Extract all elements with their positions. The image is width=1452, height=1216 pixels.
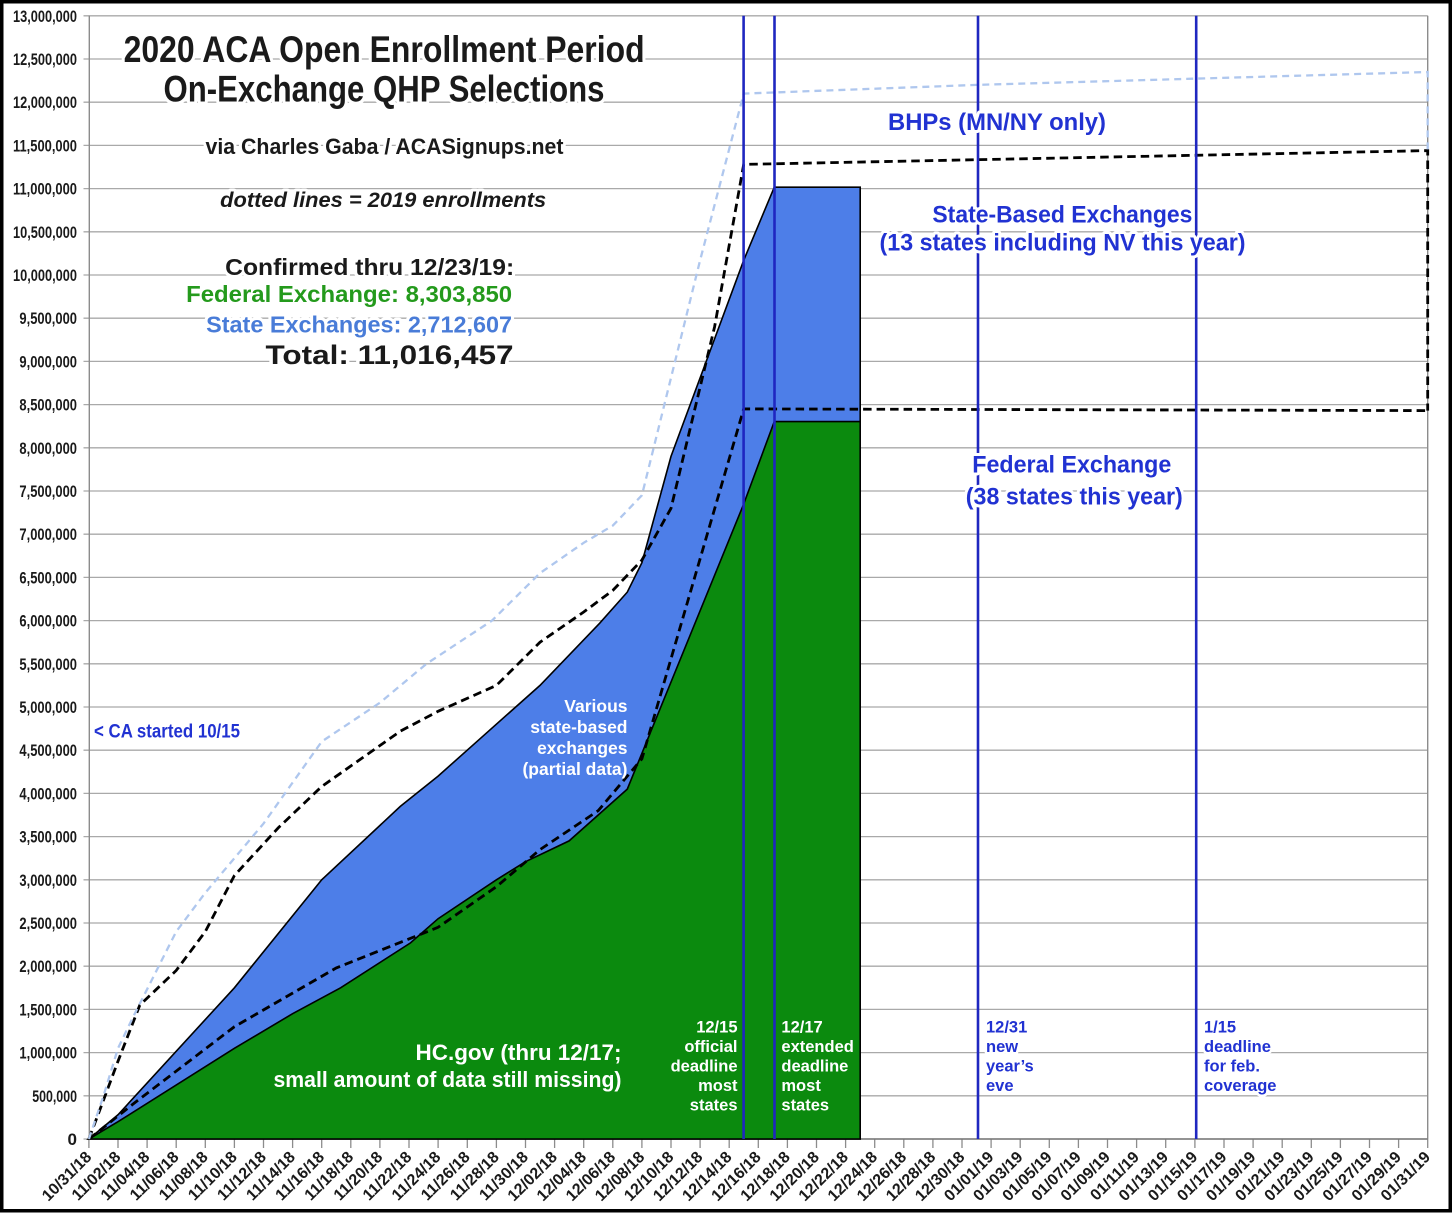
svg-text:1,000,000: 1,000,000 bbox=[19, 1044, 77, 1063]
svg-text:most: most bbox=[698, 1077, 738, 1095]
svg-text:(partial data): (partial data) bbox=[522, 759, 627, 779]
svg-text:10,500,000: 10,500,000 bbox=[13, 223, 77, 242]
svg-text:13,000,000: 13,000,000 bbox=[13, 7, 77, 26]
svg-text:HC.gov (thru 12/17;: HC.gov (thru 12/17; bbox=[416, 1040, 622, 1065]
svg-text:Federal Exchange: 8,303,850: Federal Exchange: 8,303,850 bbox=[186, 281, 512, 307]
svg-text:4,000,000: 4,000,000 bbox=[19, 784, 77, 803]
svg-text:3,500,000: 3,500,000 bbox=[19, 828, 77, 847]
svg-text:Federal Exchange: Federal Exchange bbox=[972, 452, 1171, 479]
svg-text:7,500,000: 7,500,000 bbox=[19, 482, 77, 501]
svg-text:extended: extended bbox=[781, 1038, 853, 1056]
svg-text:5,000,000: 5,000,000 bbox=[19, 698, 77, 717]
svg-text:most: most bbox=[781, 1077, 821, 1095]
svg-text:(38 states this year): (38 states this year) bbox=[966, 484, 1183, 511]
svg-text:Confirmed thru 12/23/19:: Confirmed thru 12/23/19: bbox=[225, 254, 514, 280]
svg-text:12,500,000: 12,500,000 bbox=[13, 50, 77, 69]
svg-text:12/31: 12/31 bbox=[986, 1019, 1027, 1037]
svg-text:2020 ACA Open Enrollment Perio: 2020 ACA Open Enrollment Period bbox=[124, 29, 645, 70]
svg-text:2,500,000: 2,500,000 bbox=[19, 914, 77, 933]
svg-text:11,500,000: 11,500,000 bbox=[13, 136, 77, 155]
svg-text:500,000: 500,000 bbox=[32, 1087, 77, 1106]
svg-text:State Exchanges: 2,712,607: State Exchanges: 2,712,607 bbox=[206, 312, 512, 338]
svg-text:Total: 11,016,457: Total: 11,016,457 bbox=[266, 340, 514, 370]
svg-text:12,000,000: 12,000,000 bbox=[13, 93, 77, 112]
svg-text:3,000,000: 3,000,000 bbox=[19, 871, 77, 890]
svg-text:8,000,000: 8,000,000 bbox=[19, 439, 77, 458]
svg-text:State-Based Exchanges: State-Based Exchanges bbox=[932, 202, 1192, 229]
svg-text:state-based: state-based bbox=[530, 717, 627, 737]
svg-text:small amount of data still mis: small amount of data still missing) bbox=[274, 1067, 622, 1092]
svg-text:2,000,000: 2,000,000 bbox=[19, 957, 77, 976]
svg-text:1,500,000: 1,500,000 bbox=[19, 1000, 77, 1019]
svg-text:deadline: deadline bbox=[1204, 1038, 1271, 1056]
svg-text:states: states bbox=[690, 1097, 738, 1115]
svg-text:dotted lines = 2019 enrollment: dotted lines = 2019 enrollments bbox=[220, 189, 546, 212]
svg-text:deadline: deadline bbox=[781, 1058, 848, 1076]
svg-text:6,500,000: 6,500,000 bbox=[19, 568, 77, 587]
svg-text:7,000,000: 7,000,000 bbox=[19, 525, 77, 544]
svg-text:10,000,000: 10,000,000 bbox=[13, 266, 77, 285]
svg-text:On-Exchange QHP Selections: On-Exchange QHP Selections bbox=[164, 69, 605, 110]
svg-text:(13 states including NV this y: (13 states including NV this year) bbox=[880, 230, 1246, 257]
svg-text:coverage: coverage bbox=[1204, 1077, 1276, 1095]
svg-text:Various: Various bbox=[564, 696, 627, 716]
svg-text:9,500,000: 9,500,000 bbox=[19, 309, 77, 328]
svg-text:0: 0 bbox=[68, 1130, 77, 1149]
svg-text:12/15: 12/15 bbox=[696, 1019, 737, 1037]
svg-text:5,500,000: 5,500,000 bbox=[19, 655, 77, 674]
svg-text:eve: eve bbox=[986, 1077, 1014, 1095]
svg-text:year’s: year’s bbox=[986, 1058, 1034, 1076]
svg-text:1/15: 1/15 bbox=[1204, 1019, 1236, 1037]
svg-text:8,500,000: 8,500,000 bbox=[19, 396, 77, 415]
svg-text:BHPs (MN/NY only): BHPs (MN/NY only) bbox=[888, 109, 1106, 136]
svg-text:states: states bbox=[781, 1097, 829, 1115]
svg-text:4,500,000: 4,500,000 bbox=[19, 741, 77, 760]
svg-text:for feb.: for feb. bbox=[1204, 1058, 1260, 1076]
svg-text:6,000,000: 6,000,000 bbox=[19, 612, 77, 631]
svg-text:new: new bbox=[986, 1038, 1018, 1056]
svg-text:11,000,000: 11,000,000 bbox=[13, 180, 77, 199]
svg-text:via Charles Gaba / ACASignups.: via Charles Gaba / ACASignups.net bbox=[206, 134, 565, 159]
svg-text:exchanges: exchanges bbox=[537, 738, 628, 758]
svg-text:12/17: 12/17 bbox=[781, 1019, 822, 1037]
svg-text:< CA started 10/15: < CA started 10/15 bbox=[94, 722, 240, 743]
svg-text:official: official bbox=[684, 1038, 737, 1056]
svg-text:deadline: deadline bbox=[671, 1058, 738, 1076]
svg-text:9,000,000: 9,000,000 bbox=[19, 352, 77, 371]
